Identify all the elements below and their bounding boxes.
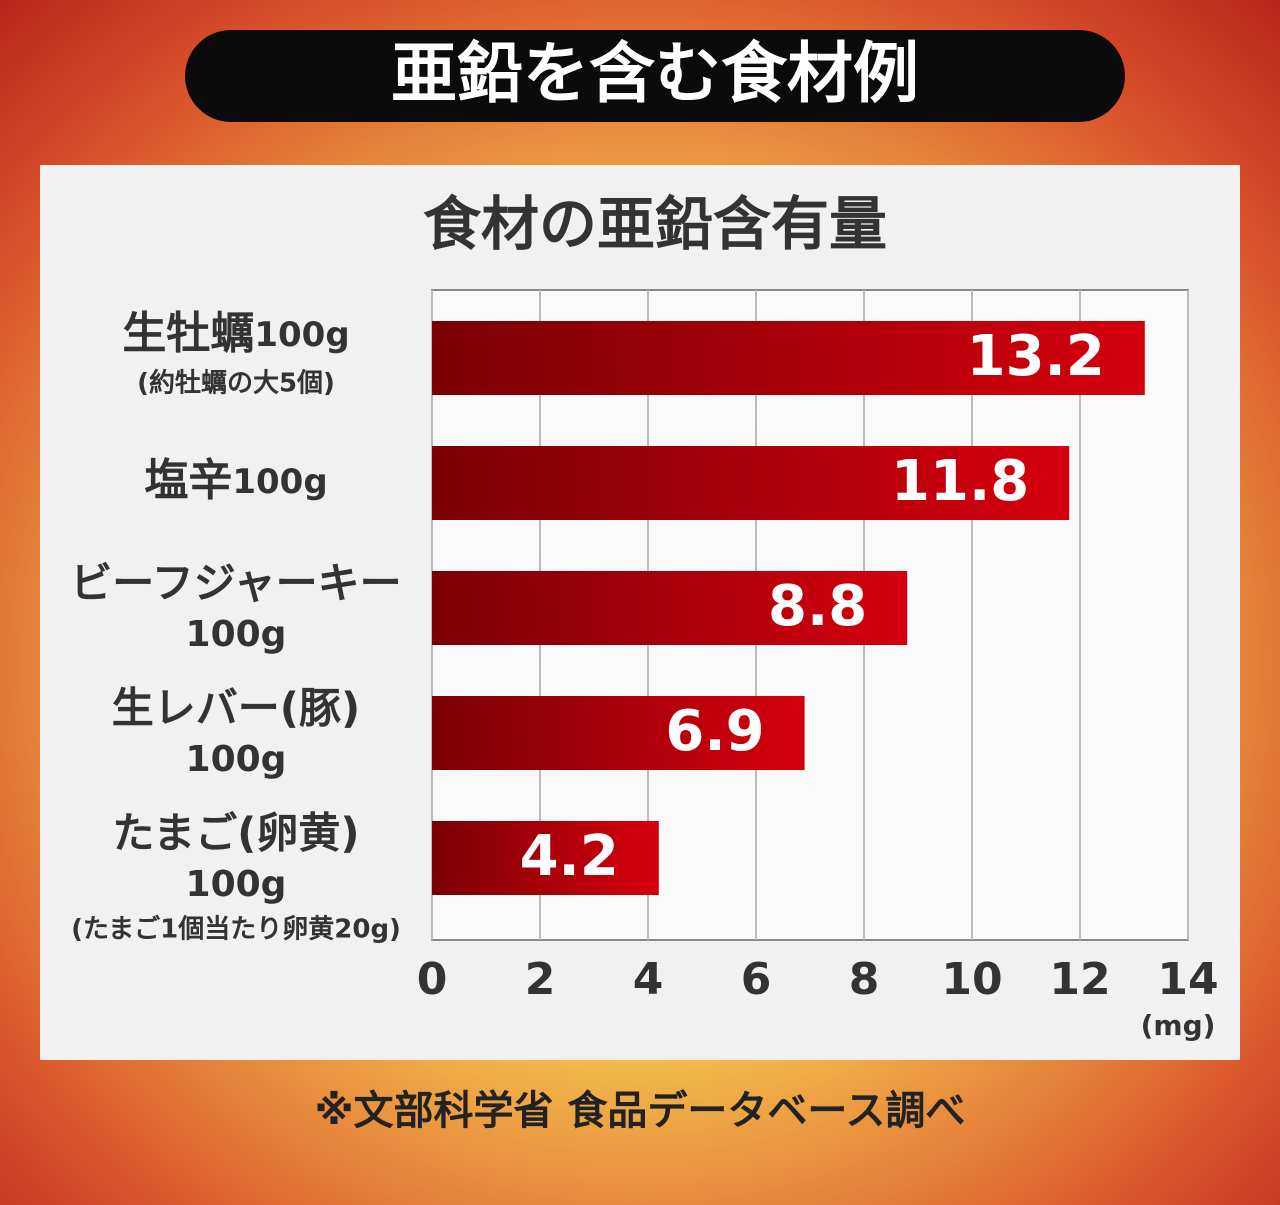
header-pill [185,30,1125,122]
chart-title: 食材の亜鉛含有量 [423,190,887,258]
x-unit: (mg) [1141,1009,1216,1042]
bar [432,821,659,895]
x-tick-label: 6 [741,954,772,1005]
value-label: 8.8 [768,574,867,639]
x-tick-label: 8 [849,954,880,1005]
category-name: 生牡蠣 [122,308,254,359]
x-tick-label: 14 [1157,954,1218,1005]
value-label: 4.2 [520,824,619,889]
bar [432,321,1145,395]
header-title: 亜鉛を含む食材例 [391,35,919,112]
category-amount: 100g [186,614,287,655]
x-tick-label: 10 [941,954,1002,1005]
category-note: (たまご1個当たり卵黄20g) [71,914,401,945]
bar [432,696,805,770]
category-amount: 100g [254,315,349,355]
category-amount: 100g [186,864,287,905]
x-tick-label: 0 [417,954,448,1005]
category-note: (約牡蠣の大5個) [137,368,335,399]
x-tick-label: 4 [633,954,664,1005]
category-amount: 100g [232,462,327,502]
category-label: 塩辛100g [144,455,327,506]
category-label: 生牡蠣100g [122,308,349,359]
source-note: ※文部科学省 食品データベース調べ [315,1088,966,1134]
category-name: たまご(卵黄) [112,809,359,858]
x-tick-label: 12 [1049,954,1110,1005]
x-tick-label: 2 [525,954,556,1005]
value-label: 6.9 [665,699,764,764]
category-name: ビーフジャーキー [70,559,401,608]
category-name: 塩辛 [144,455,232,506]
category-name: 生レバー(豚) [112,684,360,733]
category-amount: 100g [186,739,287,780]
value-label: 11.8 [891,449,1029,514]
value-label: 13.2 [967,324,1105,389]
bar [432,446,1070,520]
bar [432,571,908,645]
